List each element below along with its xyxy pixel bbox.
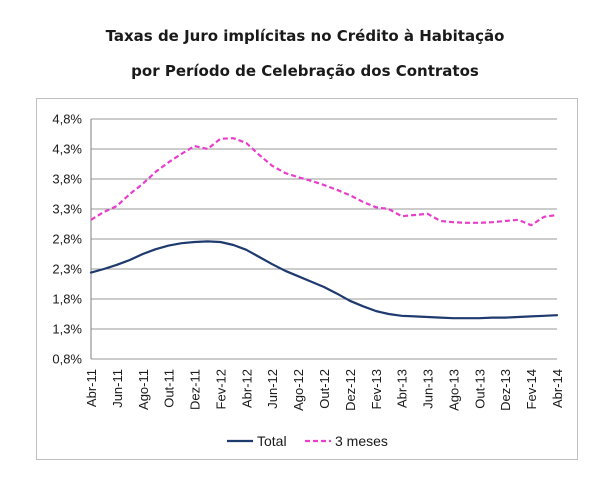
y-axis-labels: 0,8% 1,3% 1,8% 2,3% 2,8% 3,3% 3,8% 4,3% 4,8% [52, 112, 82, 367]
x-tick-label: Jun-12 [265, 369, 280, 409]
x-tick-label: Jun-13 [421, 369, 436, 409]
x-tick-label: Abr-11 [84, 369, 99, 407]
y-tick-label: 1,3% [52, 322, 82, 337]
y-tick-label: 2,8% [52, 232, 82, 247]
x-tick-label: Ago-12 [291, 369, 306, 411]
legend: Total 3 meses [227, 433, 388, 449]
x-tick-label: Jun-11 [110, 369, 125, 408]
chart-title: Taxas de Juro implícitas no Crédito à Ha… [105, 27, 505, 45]
x-tick-label: Ago-11 [136, 369, 151, 410]
x-tick-label: Abr-13 [395, 369, 410, 408]
x-tick-label: Abr-12 [239, 369, 254, 408]
legend-label: Total [257, 433, 287, 449]
gridlines [91, 118, 557, 360]
y-tick-label: 3,3% [52, 202, 82, 217]
series-line-total [89, 240, 559, 320]
chart-frame [36, 98, 578, 460]
x-axis-labels: Abr-11 Jun-11 Ago-11 Out-11 Dez-11 Fev-12 Abr-… [84, 369, 565, 411]
legend-label: 3 meses [335, 433, 388, 449]
x-tick-label: Ago-13 [446, 369, 461, 411]
x-tick-label: Out-13 [472, 369, 487, 409]
x-tick-label: Fev-12 [213, 369, 228, 409]
x-tick-label: Out-11 [162, 369, 177, 408]
x-tick-label: Fev-13 [369, 369, 384, 409]
x-tick-label: Abr-14 [550, 369, 565, 408]
y-tick-label: 3,8% [52, 172, 82, 187]
y-tick-label: 2,3% [52, 262, 82, 277]
series-line-3-meses [90, 137, 558, 227]
x-tick-label: Fev-14 [524, 369, 539, 409]
x-tick-label: Dez-13 [498, 369, 513, 411]
series-lines [89, 137, 559, 320]
x-tick-label: Dez-11 [188, 369, 203, 410]
y-tick-label: 1,8% [52, 292, 82, 307]
y-tick-label: 0,8% [52, 352, 82, 367]
x-tick-label: Out-12 [317, 369, 332, 409]
chart-subtitle: por Período de Celebração dos Contratos [131, 62, 479, 80]
y-tick-label: 4,3% [52, 142, 82, 157]
x-tick-label: Dez-12 [343, 369, 358, 411]
y-tick-label: 4,8% [52, 112, 82, 127]
